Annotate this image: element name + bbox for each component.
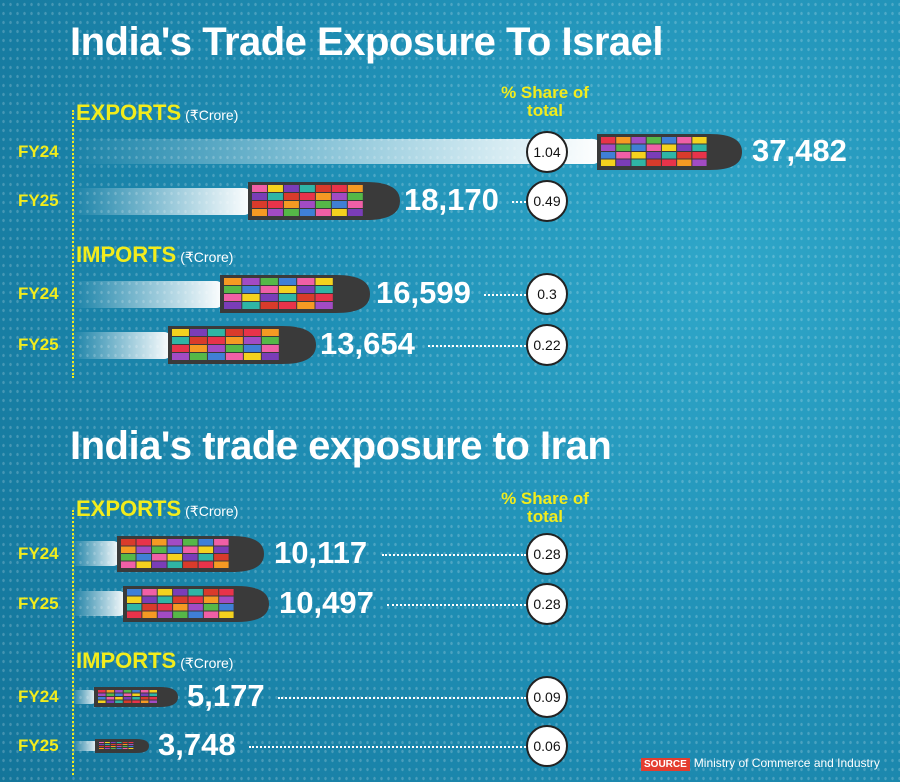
israel-imports-heading: IMPORTS (₹Crore) — [76, 242, 234, 267]
iran-imports-fy24-leader — [278, 697, 526, 699]
iran-exports-fy24-leader — [382, 554, 526, 556]
iran-exports-fy24-wake — [72, 541, 121, 566]
israel-imports-fy25-fy-label: FY25 — [18, 335, 59, 354]
iran-exports-fy25-wake — [72, 591, 127, 616]
israel-exports-fy25-leader — [512, 201, 526, 203]
israel-exports-fy24-value-label: 37,482 — [752, 133, 847, 168]
israel-imports-fy24-leader — [484, 294, 526, 296]
israel-imports-fy25-leader — [428, 345, 526, 347]
iran-exports-fy24-fy-label: FY24 — [18, 544, 59, 563]
iran-imports-fy25-leader — [249, 746, 526, 748]
iran-axis-line — [72, 510, 74, 775]
israel-imports-fy24-fy-label: FY24 — [18, 284, 59, 303]
iran-imports-fy24-value-label: 5,177 — [187, 678, 265, 713]
israel-imports-fy24-wake — [72, 281, 224, 308]
iran-imports-fy25-value-label: 3,748 — [158, 727, 236, 762]
iran-exports-heading: EXPORTS (₹Crore) — [76, 496, 239, 521]
israel-exports-heading: EXPORTS (₹Crore) — [76, 100, 239, 125]
iran-imports-fy24-bar-ship — [94, 687, 178, 707]
source-note: SOURCE Ministry of Commerce and Industry — [641, 756, 880, 771]
iran-exports-fy24-share: 0.28 — [526, 533, 568, 575]
iran-imports-fy24-wake — [72, 690, 98, 704]
israel-imports-fy25-wake — [72, 332, 172, 359]
israel-exports-fy25-bar-ship — [248, 182, 400, 220]
israel-exports-fy24-bar-ship — [597, 134, 742, 170]
iran-exports-fy25-share: 0.28 — [526, 583, 568, 625]
iran-imports-fy25-fy-label: FY25 — [18, 736, 59, 755]
iran-share-heading: % Share of total — [501, 489, 589, 526]
israel-share-heading: % Share of total — [501, 83, 589, 120]
israel-exports-fy24-fy-label: FY24 — [18, 142, 59, 161]
iran-exports-fy24-value-label: 10,117 — [274, 535, 368, 570]
iran-exports-fy25-leader — [387, 604, 526, 606]
israel-exports-fy25-fy-label: FY25 — [18, 191, 59, 210]
iran-imports-fy25-wake — [72, 741, 99, 751]
iran-exports-fy24-bar-ship — [117, 536, 264, 572]
israel-exports-fy24-share: 1.04 — [526, 131, 568, 173]
iran-exports-fy25-bar-ship — [123, 586, 269, 622]
israel-imports-fy24-bar-ship — [220, 275, 370, 313]
iran-imports-heading: IMPORTS (₹Crore) — [76, 648, 234, 673]
iran-exports-fy25-fy-label: FY25 — [18, 594, 59, 613]
israel-imports-fy25-value-label: 13,654 — [320, 326, 415, 361]
israel-exports-fy24-wake — [72, 139, 601, 164]
iran-imports-fy24-fy-label: FY24 — [18, 687, 59, 706]
iran-imports-fy25-bar-ship — [95, 739, 149, 753]
iran-title: India's trade exposure to Iran — [70, 424, 612, 468]
israel-axis-line — [72, 110, 74, 378]
israel-title: India's Trade Exposure To Israel — [70, 20, 663, 64]
israel-exports-fy25-wake — [72, 188, 252, 215]
israel-imports-fy25-bar-ship — [168, 326, 316, 364]
iran-imports-fy25-share: 0.06 — [526, 725, 568, 767]
israel-exports-fy25-value-label: 18,170 — [404, 182, 499, 217]
iran-imports-fy24-share: 0.09 — [526, 676, 568, 718]
israel-imports-fy24-value-label: 16,599 — [376, 275, 471, 310]
iran-exports-fy25-value-label: 10,497 — [279, 585, 374, 620]
israel-imports-fy24-share: 0.3 — [526, 273, 568, 315]
israel-exports-fy25-share: 0.49 — [526, 180, 568, 222]
israel-imports-fy25-share: 0.22 — [526, 324, 568, 366]
